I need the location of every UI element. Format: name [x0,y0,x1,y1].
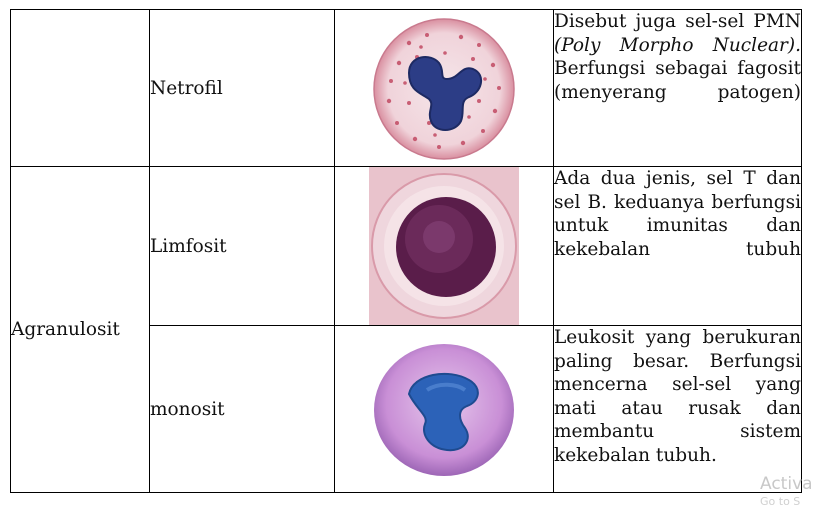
watermark-text: Activa [760,474,813,494]
leukocyte-table: Netrofil [10,9,802,493]
lymphocyte-cell-image [369,167,519,325]
watermark-subtext: Go to S [760,495,801,508]
desc-text-1: Disebut juga sel-sel PMN [554,11,801,32]
cell-image [334,325,554,493]
table-row: Agranulosit Limfosit Ada dua jenis, sel … [10,166,802,493]
desc-text-2: Berfungsi sebagai fagosit (menyerang pat… [554,58,801,103]
cell-description: Leukosit yang berukuran paling besar. Be… [553,325,802,493]
neutrophil-cell-image [373,18,515,160]
monocyte-cell-image [374,344,514,476]
group-cell-empty [10,9,150,167]
group-label: Agranulosit [10,166,150,493]
cell-image [334,9,554,167]
table-row: monosit Leukosit yang berukuran paling b… [11,325,802,493]
cell-image [334,166,554,326]
cell-description: Ada dua jenis, sel T dan sel B. keduanya… [553,166,802,326]
cell-name: monosit [149,325,335,493]
cell-name: Limfosit [149,166,335,326]
table-row: Netrofil [10,9,802,167]
cell-description: Disebut juga sel-sel PMN (Poly Morpho Nu… [553,9,802,167]
desc-text-italic: (Poly Morpho Nuclear). [554,34,801,56]
cell-name: Netrofil [149,9,335,167]
desc-text: Leukosit yang berukuran paling besar. Be… [554,327,801,466]
